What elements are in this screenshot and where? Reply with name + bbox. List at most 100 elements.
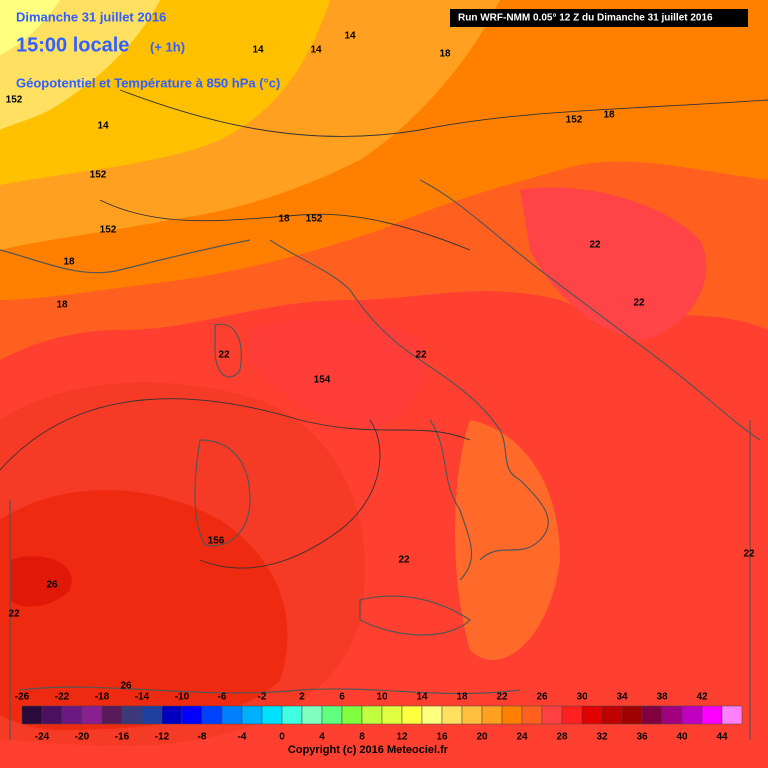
- legend-swatch: [501, 705, 523, 725]
- legend-tick-label: -6: [218, 692, 227, 703]
- legend-tick-label: -16: [115, 732, 130, 743]
- run: Run WRF-NMM 0.05° 12 Z du Dimanche 31 ju…: [458, 13, 713, 24]
- contour-label: 22: [415, 350, 427, 361]
- legend-tick-label: 16: [436, 732, 448, 743]
- legend-swatch: [201, 705, 223, 725]
- legend-tick-label: -20: [75, 732, 90, 743]
- legend-swatch: [101, 705, 123, 725]
- legend-tick-label: 34: [616, 692, 628, 703]
- contour-label: 22: [633, 298, 645, 309]
- contour-label: 22: [398, 555, 410, 566]
- legend-swatch: [341, 705, 363, 725]
- legend-swatch: [321, 705, 343, 725]
- legend-swatch: [281, 705, 303, 725]
- legend-swatch: [481, 705, 503, 725]
- legend-swatch: [41, 705, 63, 725]
- legend-tick-label: -22: [55, 692, 70, 703]
- contour-label: 18: [439, 49, 451, 60]
- legend-swatch: [261, 705, 283, 725]
- legend-tick-label: 26: [536, 692, 548, 703]
- legend-swatch: [601, 705, 623, 725]
- field: Géopotentiel et Température à 850 hPa (°…: [16, 75, 280, 90]
- contour-label: 22: [743, 549, 755, 560]
- contour-label: 14: [97, 121, 109, 132]
- legend-swatch: [681, 705, 703, 725]
- legend-swatch: [421, 705, 443, 725]
- contour-label: 18: [278, 214, 290, 225]
- legend-swatch: [561, 705, 583, 725]
- contour-label: 152: [566, 115, 583, 126]
- legend-swatch: [401, 705, 423, 725]
- legend-tick-label: 10: [376, 692, 388, 703]
- legend-tick-label: 42: [696, 692, 708, 703]
- legend-swatch: [701, 705, 723, 725]
- legend-tick-label: -10: [175, 692, 190, 703]
- contour-label: 22: [218, 350, 230, 361]
- legend-tick-label: 40: [676, 732, 688, 743]
- contour-label: 14: [344, 31, 356, 42]
- legend-tick-label: 22: [496, 692, 508, 703]
- contour-label: 152: [100, 225, 117, 236]
- legend-tick-label: -4: [238, 732, 247, 743]
- legend-tick-label: 44: [716, 732, 728, 743]
- legend-swatch: [621, 705, 643, 725]
- contour-label: 22: [8, 609, 20, 620]
- legend-swatch: [221, 705, 243, 725]
- legend-tick-label: 2: [299, 692, 305, 703]
- legend-tick-label: 20: [476, 732, 488, 743]
- legend-tick-label: -12: [155, 732, 170, 743]
- legend-swatch: [301, 705, 323, 725]
- contour-label: 18: [63, 257, 75, 268]
- legend-swatch: [581, 705, 603, 725]
- legend-swatch: [521, 705, 543, 725]
- legend-tick-label: -18: [95, 692, 110, 703]
- legend-tick-label: 12: [396, 732, 408, 743]
- contour-label: 154: [314, 375, 331, 386]
- legend-swatch: [641, 705, 663, 725]
- contour-label: 14: [252, 45, 264, 56]
- header: Dimanche 31 juillet 2016 15:00 locale (+…: [16, 9, 748, 90]
- run-box: [450, 9, 748, 27]
- legend-tick-label: 4: [319, 732, 325, 743]
- legend-tick-label: 38: [656, 692, 668, 703]
- contour-label: 18: [603, 110, 615, 121]
- time: 15:00 locale: [16, 34, 129, 56]
- contour-labels: 14 14 14 18 152 14 152 18 152 152 18 152 18 18 22 22 22 2…: [6, 31, 755, 692]
- legend-swatch: [361, 705, 383, 725]
- legend-swatch: [81, 705, 103, 725]
- legend-swatch: [661, 705, 683, 725]
- legend-swatch: [161, 705, 183, 725]
- legend-tick-label: 6: [339, 692, 345, 703]
- legend-tick-label: 32: [596, 732, 608, 743]
- contour-label: 156: [208, 536, 225, 547]
- copyright: Copyright (c) 2016 Meteociel.fr: [288, 744, 449, 756]
- contour-label: 22: [589, 240, 601, 251]
- legend-swatch: [61, 705, 83, 725]
- legend-tick-label: 36: [636, 732, 648, 743]
- legend-tick-label: -2: [258, 692, 267, 703]
- legend-tick-label: 8: [359, 732, 365, 743]
- contour-label: 152: [306, 214, 323, 225]
- contour-label: 152: [90, 170, 107, 181]
- contour-label: 152: [6, 95, 23, 106]
- legend-tick-label: 28: [556, 732, 568, 743]
- contour-label: 14: [310, 45, 322, 56]
- contour-label: 18: [56, 300, 68, 311]
- legend-swatch: [241, 705, 263, 725]
- legend-tick-label: -8: [198, 732, 207, 743]
- legend-swatch: [381, 705, 403, 725]
- legend-tick-label: 14: [416, 692, 428, 703]
- legend-tick-label: 24: [516, 732, 528, 743]
- legend-tick-label: 18: [456, 692, 468, 703]
- legend-swatch: [121, 705, 143, 725]
- legend-swatch: [141, 705, 163, 725]
- date: Dimanche 31 juillet 2016: [16, 9, 166, 24]
- legend-tick-label: 0: [279, 732, 285, 743]
- legend-swatch: [461, 705, 483, 725]
- legend-swatch: [721, 705, 743, 725]
- legend-swatch: [441, 705, 463, 725]
- legend-tick-label: 30: [576, 692, 588, 703]
- color-legend: -26 -22 -18 -14 -10 -6 -2 2 6 10 14 18 22 26 30 34 38 42-…: [15, 692, 743, 743]
